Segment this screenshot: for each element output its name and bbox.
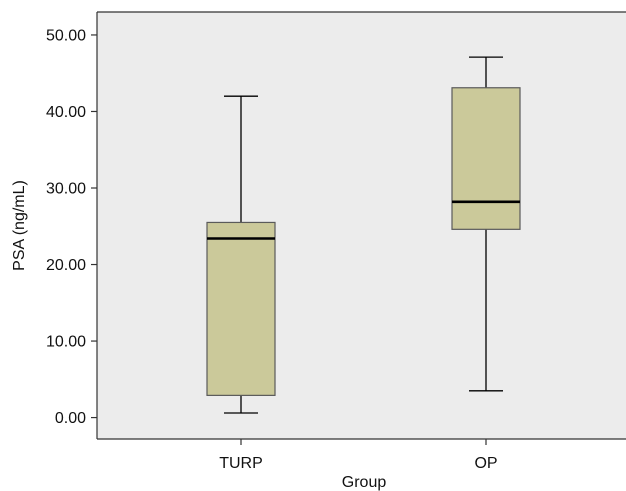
x-axis-title: Group bbox=[342, 474, 387, 491]
x-tick-label: TURP bbox=[219, 455, 263, 472]
y-axis-title: PSA (ng/mL) bbox=[11, 180, 28, 271]
plot-area bbox=[97, 12, 626, 439]
y-tick-label: 20.00 bbox=[46, 257, 86, 274]
y-tick-label: 0.00 bbox=[55, 410, 86, 427]
iqr-box bbox=[451, 87, 521, 230]
boxes-layer bbox=[206, 56, 521, 414]
y-tick-label: 10.00 bbox=[46, 334, 86, 351]
iqr-box bbox=[206, 221, 276, 396]
x-tick-label: OP bbox=[474, 455, 497, 472]
x-axis: TURP OP bbox=[97, 438, 626, 472]
box-op bbox=[451, 56, 521, 392]
y-tick-label: 50.00 bbox=[46, 27, 86, 44]
box-turp bbox=[206, 95, 276, 414]
y-tick-label: 40.00 bbox=[46, 104, 86, 121]
y-axis: 0.00 10.00 20.00 30.00 40.00 50.00 bbox=[46, 11, 626, 439]
y-tick-label: 30.00 bbox=[46, 181, 86, 198]
